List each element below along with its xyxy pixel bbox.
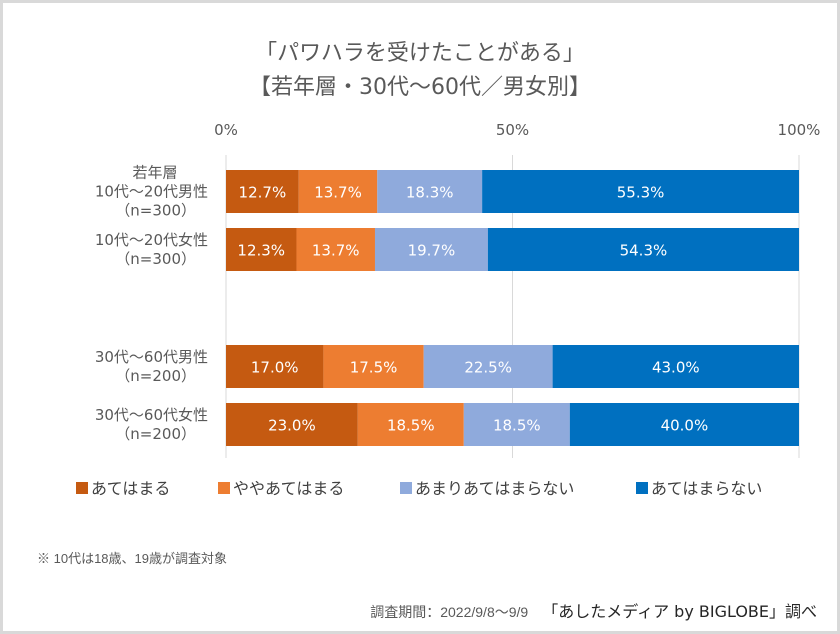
bars: 12.7% 13.7% 18.3% 55.3% 12.3% 13.7% 19.7% 54.3%… bbox=[226, 170, 799, 446]
legend-label: あてはまらない bbox=[651, 479, 762, 498]
survey-period: 調査期間：2022/9/8～9/9 bbox=[370, 604, 529, 620]
legend: あてはまる ややあてはまる あまりあてはまらない あてはまらない bbox=[76, 479, 762, 498]
bar-data-label: 23.0% bbox=[268, 417, 316, 435]
category-label: （n=200） bbox=[115, 367, 196, 385]
bar-data-label: 18.5% bbox=[493, 417, 541, 435]
bar-segment bbox=[357, 403, 464, 446]
bar-data-label: 40.0% bbox=[661, 417, 709, 435]
source-footer: 調査期間：2022/9/8～9/9 「あしたメディア by BIGLOBE」調べ bbox=[370, 598, 817, 622]
category-label: 若年層 bbox=[132, 164, 177, 182]
category-label: 30代～60代男性 bbox=[95, 348, 208, 366]
legend-swatch bbox=[218, 482, 230, 494]
bar-data-label: 55.3% bbox=[617, 184, 665, 202]
legend-swatch bbox=[636, 482, 648, 494]
x-tick-label: 0% bbox=[214, 121, 238, 139]
x-tick-label: 100% bbox=[778, 121, 821, 139]
bar-segment bbox=[374, 228, 488, 271]
legend-label: あてはまる bbox=[91, 479, 170, 498]
bar-data-label: 13.7% bbox=[314, 184, 362, 202]
bar-segment bbox=[482, 170, 799, 213]
bar-segment bbox=[298, 170, 378, 213]
bar-data-label: 19.7% bbox=[408, 242, 456, 260]
bar-segment bbox=[226, 228, 297, 271]
bar-segment bbox=[226, 345, 324, 388]
bar-data-label: 54.3% bbox=[620, 242, 668, 260]
bar-data-label: 18.3% bbox=[406, 184, 454, 202]
bar-segment bbox=[323, 345, 424, 388]
chart-title: 「パワハラを受けたことがある」 bbox=[255, 41, 585, 66]
bar-data-label: 12.3% bbox=[237, 242, 285, 260]
bar-data-label: 12.7% bbox=[239, 184, 287, 202]
bar-segment bbox=[552, 345, 799, 388]
legend-swatch bbox=[400, 482, 412, 494]
category-label: （n=300） bbox=[115, 202, 196, 220]
bar-data-label: 18.5% bbox=[387, 417, 435, 435]
bar-data-label: 22.5% bbox=[464, 359, 512, 377]
bar-segment bbox=[569, 403, 799, 446]
bar-data-label: 13.7% bbox=[312, 242, 360, 260]
bar-data-label: 43.0% bbox=[652, 359, 700, 377]
category-label: （n=300） bbox=[115, 250, 196, 268]
footnote: ※ 10代は18歳、19歳が調査対象 bbox=[37, 551, 227, 566]
bar-segment bbox=[487, 228, 799, 271]
bar-segment bbox=[377, 170, 483, 213]
legend-label: ややあてはまる bbox=[233, 479, 344, 498]
legend-swatch bbox=[76, 482, 88, 494]
bar-data-label: 17.0% bbox=[251, 359, 299, 377]
bar-segment bbox=[296, 228, 375, 271]
source-credit: 「あしたメディア by BIGLOBE」調べ bbox=[542, 602, 817, 621]
bar-segment bbox=[226, 170, 299, 213]
bar-data-label: 17.5% bbox=[350, 359, 398, 377]
bar-segment bbox=[463, 403, 570, 446]
bar-segment bbox=[423, 345, 553, 388]
category-label: 30代～60代女性 bbox=[95, 406, 208, 424]
bar-segment bbox=[226, 403, 358, 446]
category-label: 10代～20代女性 bbox=[95, 231, 208, 249]
chart-subtitle: 【若年層・30代～60代／男女別】 bbox=[249, 75, 591, 100]
category-label: 10代～20代男性 bbox=[95, 183, 208, 201]
x-axis-ticks: 0% 50% 100% bbox=[214, 121, 820, 139]
category-label: （n=200） bbox=[115, 425, 196, 443]
x-tick-label: 50% bbox=[496, 121, 529, 139]
category-labels: 若年層10代～20代男性（n=300）10代～20代女性（n=300）30代～6… bbox=[95, 164, 208, 444]
legend-label: あまりあてはまらない bbox=[415, 479, 574, 498]
